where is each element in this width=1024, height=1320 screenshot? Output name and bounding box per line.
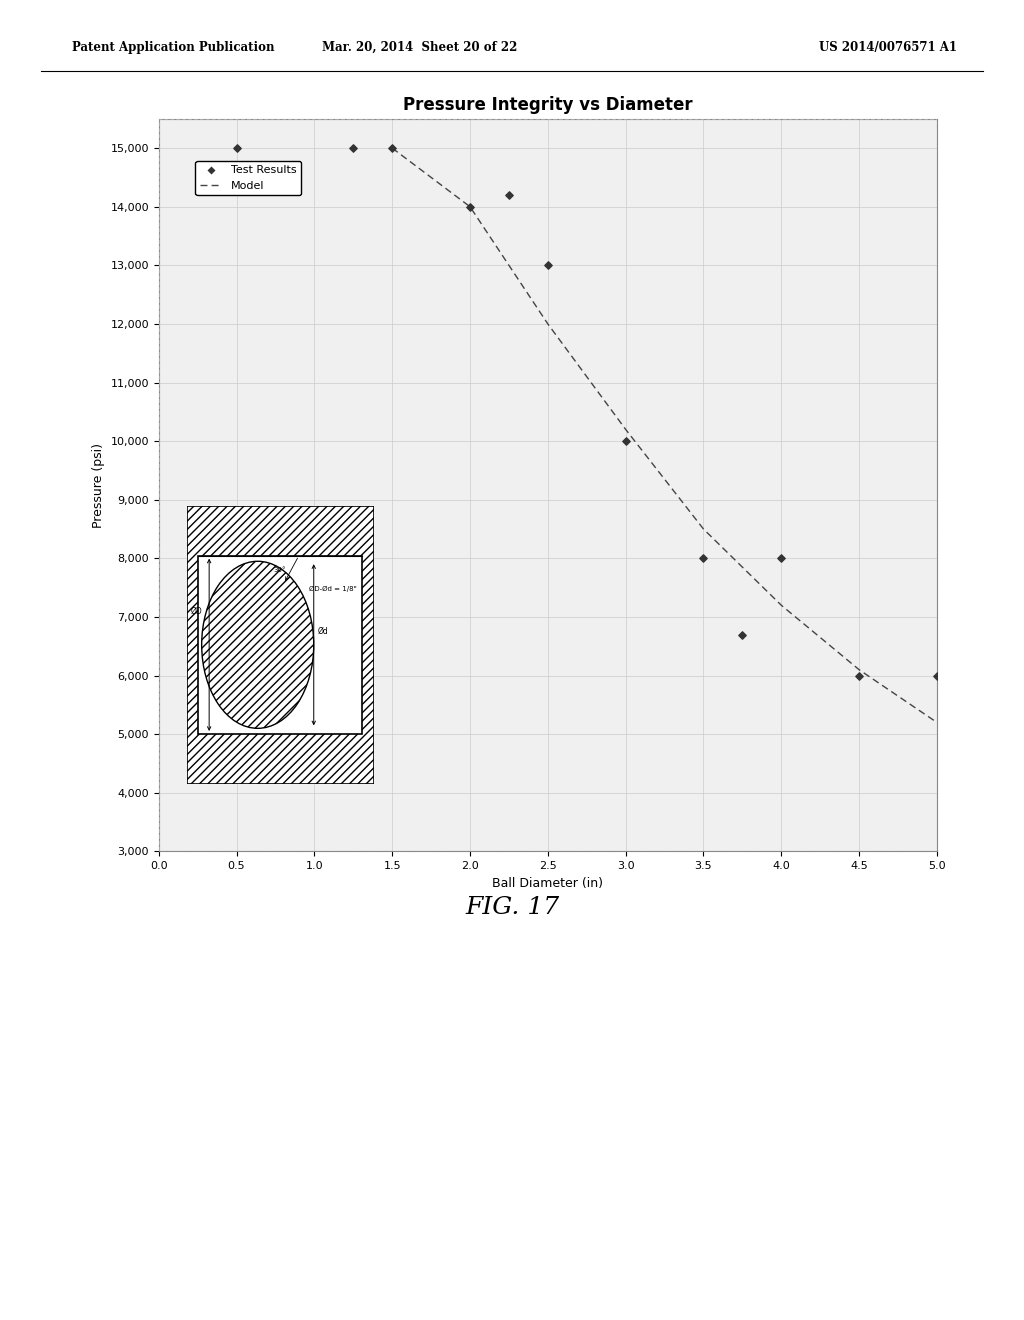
Point: [617, 430, 634, 451]
Text: FIG. 17: FIG. 17: [465, 896, 559, 919]
Point: [540, 255, 556, 276]
Y-axis label: Pressure (psi): Pressure (psi): [92, 442, 104, 528]
Point: [695, 548, 712, 569]
Point: [929, 665, 945, 686]
Bar: [159, 119, 937, 851]
Legend: Test Results, Model: Test Results, Model: [196, 161, 301, 195]
Point: [734, 624, 751, 645]
Point: [384, 137, 400, 158]
Text: Ød: Ød: [317, 627, 329, 635]
Text: 30°: 30°: [273, 566, 287, 573]
Bar: [198, 556, 362, 734]
Text: ØD: ØD: [190, 607, 202, 616]
Text: Patent Application Publication: Patent Application Publication: [72, 41, 274, 54]
Text: US 2014/0076571 A1: US 2014/0076571 A1: [819, 41, 957, 54]
Point: [773, 548, 790, 569]
X-axis label: Ball Diameter (in): Ball Diameter (in): [493, 876, 603, 890]
Circle shape: [202, 561, 313, 729]
Point: [462, 197, 478, 218]
Text: Mar. 20, 2014  Sheet 20 of 22: Mar. 20, 2014 Sheet 20 of 22: [323, 41, 517, 54]
Point: [228, 137, 245, 158]
Point: [345, 137, 361, 158]
Point: [501, 185, 517, 206]
Text: ØD-Ød = 1/8": ØD-Ød = 1/8": [308, 586, 356, 593]
Point: [851, 665, 867, 686]
Title: Pressure Integrity vs Diameter: Pressure Integrity vs Diameter: [403, 96, 692, 115]
